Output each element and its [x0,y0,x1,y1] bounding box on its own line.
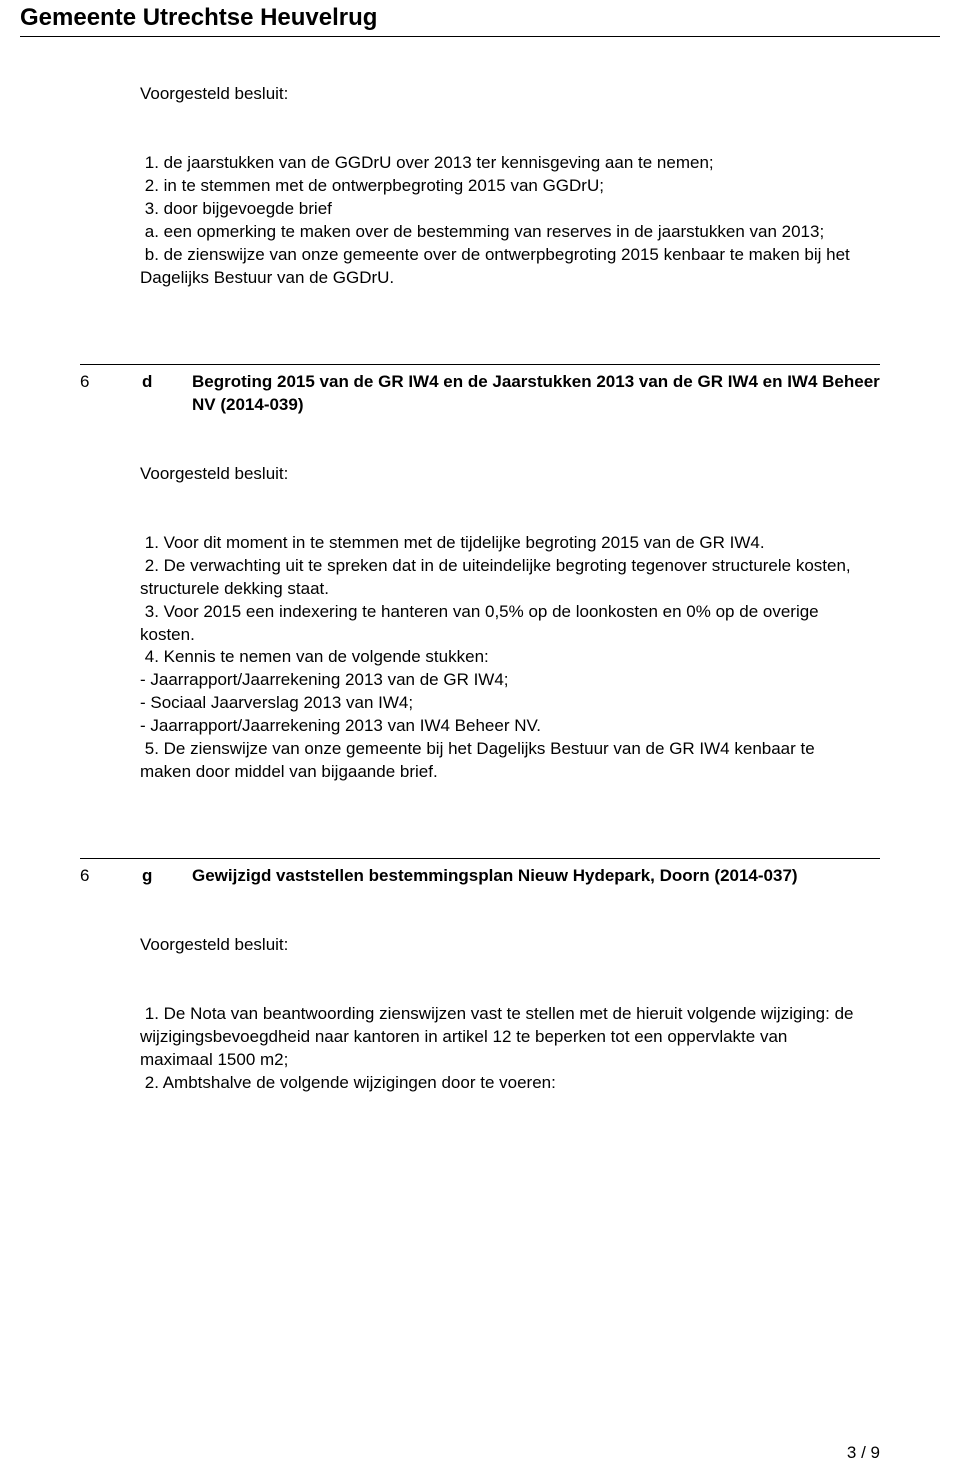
section-a-line-4: a. een opmerking te maken over de bestem… [140,221,856,244]
proposed-label-2: Voorgesteld besluit: [80,463,880,486]
agenda-item-6d-title: Begroting 2015 van de GR IW4 en de Jaars… [192,371,880,417]
proposed-label-1: Voorgesteld besluit: [80,83,880,106]
section-a-line-2: 2. in te stemmen met de ontwerpbegroting… [140,175,856,198]
agenda-item-6d-sub: d [142,371,166,394]
header-title: Gemeente Utrechtse Heuvelrug [20,4,377,31]
item-6g-line-1: 1. De Nota van beantwoording zienswijzen… [140,1003,856,1072]
section-a-line-3: 3. door bijgevoegde brief [140,198,856,221]
agenda-item-6g-number: 6 [80,865,116,888]
page-header: Gemeente Utrechtse Heuvelrug [20,0,940,37]
item-6d-line-4: 4. Kennis te nemen van de volgende stukk… [140,646,856,669]
agenda-item-6d: 6 d Begroting 2015 van de GR IW4 en de J… [80,364,880,417]
item-6d-line-3: 3. Voor 2015 een indexering te hanteren … [140,601,856,647]
agenda-item-6g: 6 g Gewijzigd vaststellen bestemmingspla… [80,858,880,888]
page-footer: 3 / 9 [847,1442,880,1465]
item-6g-line-2: 2. Ambtshalve de volgende wijzigingen do… [140,1072,856,1095]
item-6d-line-8: 5. De zienswijze van onze gemeente bij h… [140,738,856,784]
item-6d-line-6: - Sociaal Jaarverslag 2013 van IW4; [140,692,856,715]
agenda-item-6g-title: Gewijzigd vaststellen bestemmingsplan Ni… [192,865,880,888]
proposed-label-3: Voorgesteld besluit: [80,934,880,957]
item-6d-line-5: - Jaarrapport/Jaarrekening 2013 van de G… [140,669,856,692]
section-a-line-5: b. de zienswijze van onze gemeente over … [140,244,856,290]
agenda-item-6g-sub: g [142,865,166,888]
section-a-line-1: 1. de jaarstukken van de GGDrU over 2013… [140,152,856,175]
item-6d-line-7: - Jaarrapport/Jaarrekening 2013 van IW4 … [140,715,856,738]
item-6d-line-2: 2. De verwachting uit te spreken dat in … [140,555,856,601]
agenda-item-6d-number: 6 [80,371,116,394]
item-6d-line-1: 1. Voor dit moment in te stemmen met de … [140,532,856,555]
